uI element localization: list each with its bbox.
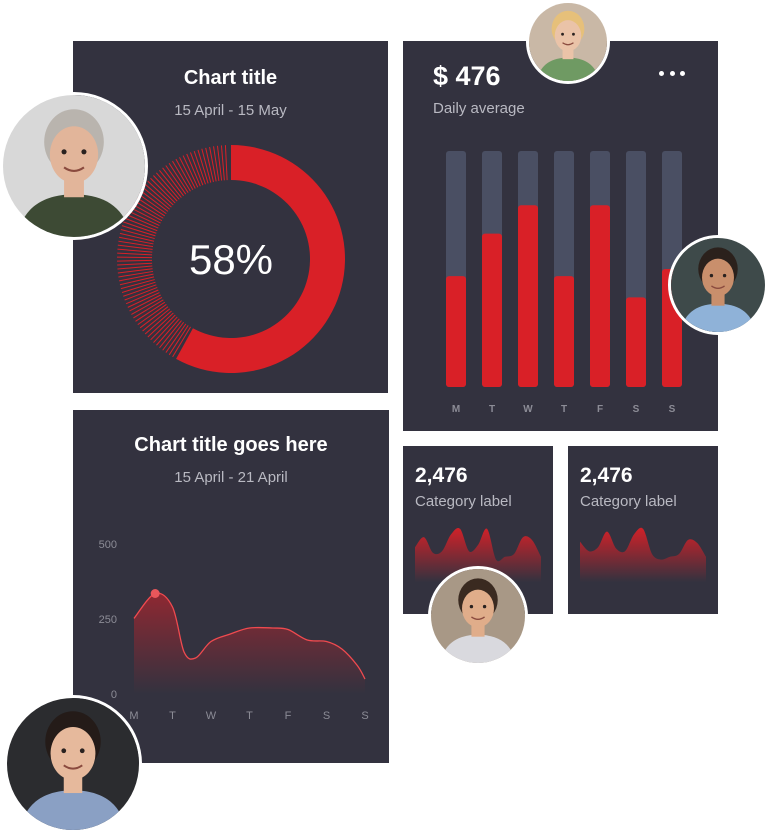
area-chart: 0 250 500 M T W T F S S xyxy=(99,539,369,722)
x-tick-label: T xyxy=(169,710,176,722)
sparkline-area xyxy=(415,527,541,582)
category-label: Category label xyxy=(415,493,512,510)
x-tick-label: F xyxy=(285,710,292,722)
avatar-man-smiling xyxy=(668,235,768,335)
category-value: 2,476 xyxy=(415,464,468,487)
x-tick-label: S xyxy=(361,710,368,722)
bar-x-tick-label: F xyxy=(597,404,603,415)
x-tick-label: S xyxy=(323,710,330,722)
bar-x-tick-label: W xyxy=(523,404,533,415)
bar-value xyxy=(482,233,502,387)
bar-value xyxy=(518,205,538,387)
line-chart-title: Chart title goes here xyxy=(134,434,328,456)
daily-average-amount: $ 476 xyxy=(433,61,501,91)
highlight-point xyxy=(150,589,160,598)
more-horizontal-icon[interactable] xyxy=(659,63,685,83)
bar-value xyxy=(590,205,610,387)
x-tick-label: W xyxy=(206,710,217,722)
category-label: Category label xyxy=(580,493,677,510)
bar-value xyxy=(626,297,646,387)
donut-remaining-ticks xyxy=(117,145,228,358)
bar-value xyxy=(554,276,574,387)
category-value: 2,476 xyxy=(580,464,633,487)
sparkline-chart xyxy=(580,527,706,582)
avatar-woman-laughing xyxy=(526,0,610,84)
daily-average-label: Daily average xyxy=(433,100,525,117)
x-tick-label: M xyxy=(129,710,138,722)
bar-x-tick-label: S xyxy=(669,404,676,415)
donut-chart-title: Chart title xyxy=(183,67,278,89)
avatar-man-glasses xyxy=(0,92,148,240)
donut-percent-label: 58% xyxy=(189,236,273,283)
y-tick-label: 250 xyxy=(99,614,117,626)
bar-x-tick-label: S xyxy=(633,404,640,415)
line-chart-date-range: 15 April - 21 April xyxy=(174,469,288,486)
line-chart-card: Chart title goes here 15 April - 21 Apri… xyxy=(73,410,389,763)
y-tick-label: 500 xyxy=(99,539,117,551)
bar-x-tick-label: T xyxy=(561,404,567,415)
donut-chart: 58% xyxy=(117,145,345,373)
sparkline-chart xyxy=(415,527,541,582)
avatar-man-suit xyxy=(428,566,528,666)
avatar-woman-dark-hair xyxy=(4,695,142,831)
area-fill xyxy=(134,593,365,694)
y-tick-label: 0 xyxy=(111,689,117,701)
category-card-2: 2,476 Category label xyxy=(568,446,718,614)
series-line xyxy=(133,592,366,680)
daily-average-card: $ 476 Daily average M T W T F S S xyxy=(403,41,718,431)
bar-x-tick-label: M xyxy=(452,404,460,415)
donut-value-arc xyxy=(176,145,345,373)
bar-value xyxy=(446,276,466,387)
donut-chart-date-range: 15 April - 15 May xyxy=(174,102,287,119)
x-tick-label: T xyxy=(246,710,253,722)
bar-x-tick-label: T xyxy=(489,404,495,415)
sparkline-area xyxy=(580,527,706,582)
